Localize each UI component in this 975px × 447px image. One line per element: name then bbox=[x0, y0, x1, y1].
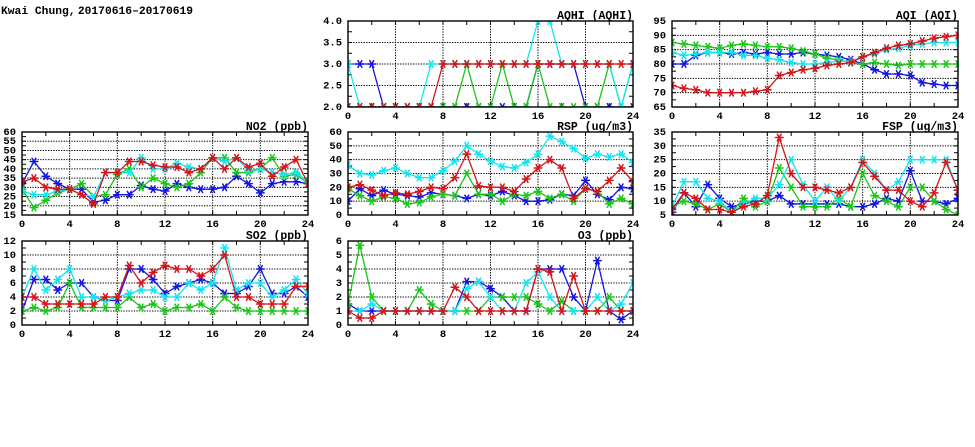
svg-text:8: 8 bbox=[764, 111, 770, 123]
svg-text:0: 0 bbox=[669, 219, 675, 231]
svg-text:24: 24 bbox=[627, 329, 640, 341]
svg-text:O3 (ppb): O3 (ppb) bbox=[578, 230, 633, 243]
svg-text:60: 60 bbox=[3, 127, 16, 139]
svg-text:4: 4 bbox=[717, 111, 723, 123]
svg-text:0: 0 bbox=[336, 320, 342, 332]
svg-text:15: 15 bbox=[653, 182, 666, 194]
svg-text:20: 20 bbox=[329, 182, 342, 194]
svg-text:75: 75 bbox=[653, 73, 666, 85]
svg-text:10: 10 bbox=[653, 196, 666, 208]
svg-text:2.5: 2.5 bbox=[323, 81, 342, 93]
svg-text:8: 8 bbox=[114, 329, 120, 341]
svg-text:16: 16 bbox=[206, 329, 219, 341]
svg-text:12: 12 bbox=[484, 329, 497, 341]
svg-text:5: 5 bbox=[336, 250, 342, 262]
svg-text:4.0: 4.0 bbox=[323, 16, 342, 28]
svg-text:50: 50 bbox=[329, 141, 342, 153]
svg-text:3.0: 3.0 bbox=[323, 59, 342, 71]
svg-text:60: 60 bbox=[329, 127, 342, 139]
svg-text:16: 16 bbox=[532, 111, 545, 123]
svg-text:1: 1 bbox=[336, 306, 342, 318]
svg-text:12: 12 bbox=[809, 111, 822, 123]
svg-text:16: 16 bbox=[856, 219, 869, 231]
svg-text:2: 2 bbox=[10, 306, 16, 318]
svg-text:12: 12 bbox=[159, 219, 172, 231]
svg-text:90: 90 bbox=[653, 30, 666, 42]
svg-text:0: 0 bbox=[19, 219, 25, 231]
svg-text:AQHI (AQHI): AQHI (AQHI) bbox=[557, 10, 633, 23]
svg-text:NO2 (ppb): NO2 (ppb) bbox=[246, 121, 308, 134]
svg-text:24: 24 bbox=[952, 219, 965, 231]
svg-text:0: 0 bbox=[345, 219, 351, 231]
svg-text:8: 8 bbox=[440, 219, 446, 231]
svg-text:10: 10 bbox=[3, 250, 16, 262]
svg-text:0: 0 bbox=[336, 210, 342, 222]
svg-text:10: 10 bbox=[329, 196, 342, 208]
svg-text:20: 20 bbox=[653, 169, 666, 181]
svg-text:0: 0 bbox=[345, 111, 351, 123]
svg-text:0: 0 bbox=[10, 320, 16, 332]
svg-text:30: 30 bbox=[329, 169, 342, 181]
svg-text:12: 12 bbox=[484, 219, 497, 231]
svg-text:3.5: 3.5 bbox=[323, 38, 342, 50]
svg-text:24: 24 bbox=[302, 329, 315, 341]
svg-text:3: 3 bbox=[336, 278, 342, 290]
svg-text:35: 35 bbox=[653, 127, 666, 139]
svg-text:6: 6 bbox=[10, 278, 16, 290]
svg-text:0: 0 bbox=[345, 329, 351, 341]
svg-text:16: 16 bbox=[856, 111, 869, 123]
svg-text:12: 12 bbox=[159, 329, 172, 341]
svg-text:8: 8 bbox=[440, 329, 446, 341]
svg-text:40: 40 bbox=[329, 155, 342, 167]
svg-text:RSP (ug/m3): RSP (ug/m3) bbox=[557, 121, 633, 134]
svg-text:8: 8 bbox=[114, 219, 120, 231]
svg-text:30: 30 bbox=[653, 141, 666, 153]
svg-text:4: 4 bbox=[67, 219, 73, 231]
svg-text:20: 20 bbox=[579, 329, 592, 341]
svg-text:12: 12 bbox=[3, 236, 16, 248]
svg-text:4: 4 bbox=[336, 264, 342, 276]
svg-text:0: 0 bbox=[669, 111, 675, 123]
svg-text:85: 85 bbox=[653, 45, 666, 57]
svg-text:70: 70 bbox=[653, 88, 666, 100]
svg-text:4: 4 bbox=[67, 329, 73, 341]
svg-text:20: 20 bbox=[254, 329, 267, 341]
svg-text:4: 4 bbox=[392, 329, 398, 341]
svg-text:8: 8 bbox=[10, 264, 16, 276]
svg-text:2.0: 2.0 bbox=[323, 102, 342, 114]
svg-text:8: 8 bbox=[440, 111, 446, 123]
svg-text:5: 5 bbox=[660, 210, 666, 222]
svg-text:4: 4 bbox=[717, 219, 723, 231]
svg-text:80: 80 bbox=[653, 59, 666, 71]
svg-text:12: 12 bbox=[809, 219, 822, 231]
svg-text:2: 2 bbox=[336, 292, 342, 304]
svg-text:0: 0 bbox=[19, 329, 25, 341]
svg-text:4: 4 bbox=[392, 219, 398, 231]
svg-text:SO2 (ppb): SO2 (ppb) bbox=[246, 230, 308, 243]
svg-text:8: 8 bbox=[764, 219, 770, 231]
svg-text:16: 16 bbox=[206, 219, 219, 231]
svg-text:20: 20 bbox=[904, 219, 917, 231]
svg-text:25: 25 bbox=[653, 155, 666, 167]
svg-text:4: 4 bbox=[392, 111, 398, 123]
svg-text:65: 65 bbox=[653, 102, 666, 114]
svg-text:FSP (ug/m3): FSP (ug/m3) bbox=[882, 121, 958, 134]
svg-text:6: 6 bbox=[336, 236, 342, 248]
svg-text:95: 95 bbox=[653, 16, 666, 28]
svg-text:16: 16 bbox=[532, 329, 545, 341]
svg-text:4: 4 bbox=[10, 292, 16, 304]
svg-text:12: 12 bbox=[484, 111, 497, 123]
svg-text:16: 16 bbox=[532, 219, 545, 231]
svg-text:AQI (AQI): AQI (AQI) bbox=[896, 10, 958, 23]
